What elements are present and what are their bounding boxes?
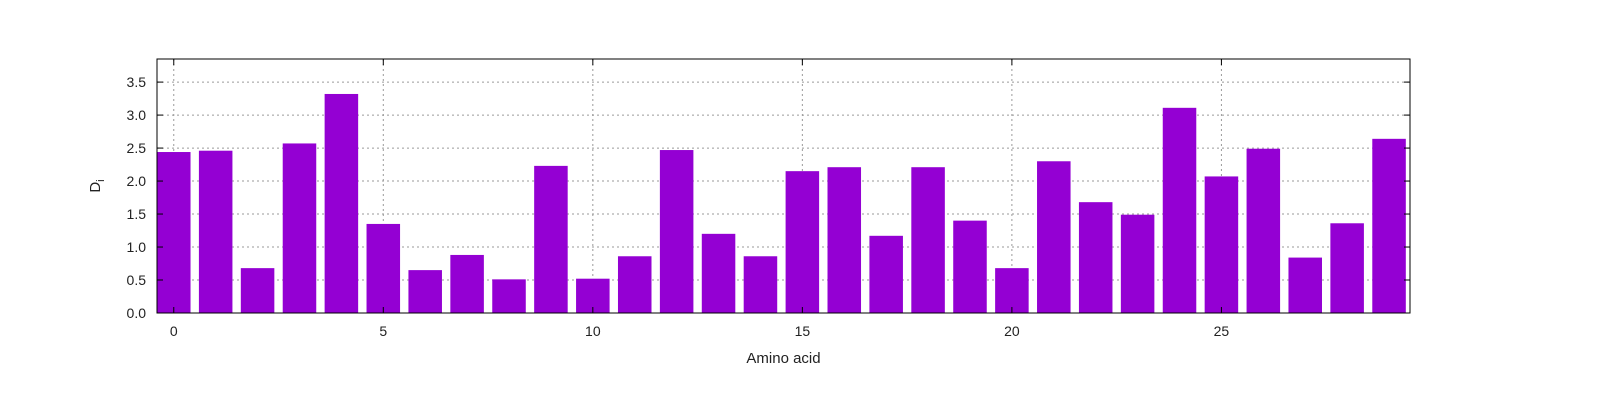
bar bbox=[1037, 161, 1071, 313]
bar bbox=[1288, 257, 1322, 313]
x-axis-title: Amino acid bbox=[746, 350, 820, 367]
x-tick-label: 5 bbox=[379, 323, 387, 339]
bar bbox=[827, 167, 862, 313]
bar bbox=[1372, 138, 1406, 313]
x-tick-label: 20 bbox=[1004, 323, 1020, 339]
y-tick-label: 2.0 bbox=[127, 173, 147, 189]
bar bbox=[408, 270, 442, 313]
bar bbox=[157, 152, 191, 313]
y-tick-label: 2.5 bbox=[127, 140, 147, 156]
y-axis-title-subscript: i bbox=[95, 179, 107, 181]
bar bbox=[324, 93, 359, 313]
bar bbox=[659, 150, 694, 313]
y-tick-label: 0.5 bbox=[127, 272, 147, 288]
y-tick-label: 3.5 bbox=[127, 74, 147, 90]
y-axis-title-main: D bbox=[87, 182, 104, 193]
bar bbox=[492, 279, 526, 313]
bar bbox=[911, 167, 945, 313]
bar bbox=[1246, 148, 1281, 313]
bar bbox=[1204, 176, 1239, 313]
bar bbox=[617, 256, 652, 313]
y-tick-label: 0.0 bbox=[127, 305, 147, 321]
bar bbox=[282, 143, 317, 313]
bar bbox=[534, 165, 568, 313]
bar bbox=[1330, 223, 1364, 313]
bar bbox=[953, 220, 987, 313]
bar bbox=[1162, 107, 1197, 314]
bar bbox=[743, 256, 778, 313]
bar bbox=[198, 150, 233, 313]
bar bbox=[1078, 202, 1113, 313]
bar bbox=[1120, 214, 1155, 313]
y-tick-label: 3.0 bbox=[127, 107, 147, 123]
x-tick-label: 25 bbox=[1214, 323, 1230, 339]
y-tick-label: 1.0 bbox=[127, 239, 147, 255]
bar bbox=[366, 223, 401, 313]
bar bbox=[450, 254, 484, 313]
ticks-layer: 0.0 0.5 1.0 1.5 2.0 2.5 3.0 3.5 0 5 10 15 20 25 bbox=[127, 59, 1410, 339]
bar bbox=[701, 233, 736, 313]
plot-frame bbox=[156, 58, 1411, 314]
bar bbox=[995, 268, 1029, 313]
y-tick-label: 1.5 bbox=[127, 206, 147, 222]
bars-layer bbox=[157, 93, 1406, 314]
bar bbox=[869, 235, 903, 313]
x-tick-label: 0 bbox=[170, 323, 178, 339]
y-axis-title: Di bbox=[87, 179, 107, 192]
x-tick-label: 10 bbox=[585, 323, 601, 339]
bar bbox=[240, 268, 275, 313]
bar bbox=[785, 171, 820, 313]
x-tick-label: 15 bbox=[795, 323, 811, 339]
